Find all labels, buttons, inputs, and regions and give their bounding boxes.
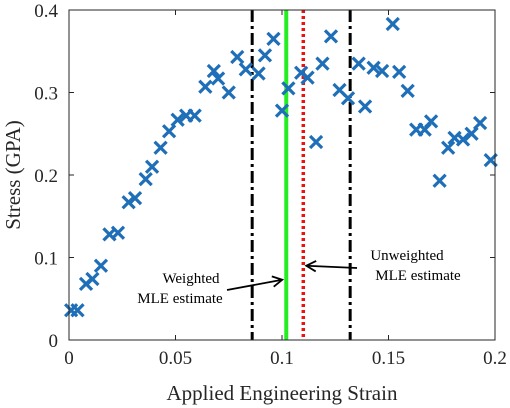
unweighted-annotation-line-2: MLE estimate	[375, 268, 461, 284]
data-point-10	[138, 171, 153, 187]
data-point-34	[340, 91, 356, 106]
unweighted-arrow-head	[304, 260, 317, 273]
data-point-24	[257, 48, 273, 63]
data-point-4	[85, 271, 100, 287]
data-point-22	[238, 62, 253, 77]
x-tick-label: 0.05	[159, 348, 192, 369]
data-point-19	[210, 71, 226, 86]
data-point-36	[357, 99, 373, 114]
weighted-arrow-head	[271, 275, 285, 288]
y-axis-label: Stress (GPA)	[1, 120, 25, 230]
data-point-26	[274, 103, 290, 118]
data-point-39	[385, 16, 400, 32]
data-point-12	[153, 140, 168, 155]
data-point-41	[400, 83, 415, 98]
data-point-5	[93, 258, 109, 273]
data-point-27	[281, 81, 296, 96]
data-point-20	[221, 85, 236, 100]
data-point-21	[230, 49, 245, 65]
weighted-arrow	[226, 278, 283, 291]
unweighted-arrow	[306, 264, 358, 269]
data-point-29	[300, 70, 315, 85]
data-point-18	[206, 63, 221, 79]
data-point-30	[308, 134, 324, 150]
x-tick-label: 0.1	[270, 348, 294, 369]
data-point-44	[423, 114, 439, 129]
y-tick-label: 0.1	[34, 249, 58, 270]
data-point-48	[455, 132, 471, 147]
data-point-46	[441, 140, 456, 155]
data-point-23	[251, 66, 266, 81]
data-point-31	[315, 56, 330, 71]
data-point-37	[366, 60, 381, 75]
x-tick-label: 0.2	[483, 348, 507, 369]
x-tick-label: 0.15	[372, 348, 405, 369]
data-point-38	[374, 63, 390, 79]
y-tick-label: 0	[49, 331, 59, 352]
data-point-11	[144, 159, 160, 174]
data-point-13	[161, 124, 177, 139]
x-tick-label: 0	[64, 348, 74, 369]
unweighted-annotation-line-1: Unweighted	[370, 248, 444, 264]
data-point-32	[323, 29, 339, 44]
y-tick-label: 0.2	[34, 166, 58, 187]
data-point-8	[121, 195, 136, 210]
data-point-25	[266, 31, 281, 47]
data-point-35	[351, 56, 366, 71]
data-point-2	[70, 303, 85, 318]
weighted-annotation-line-2: MLE estimate	[137, 291, 223, 307]
data-point-50	[472, 115, 488, 131]
y-tick-label: 0.4	[34, 1, 58, 22]
x-axis-label: Applied Engineering Strain	[167, 381, 398, 405]
data-point-40	[392, 64, 407, 80]
weighted-annotation-line-1: Weighted	[162, 271, 220, 287]
data-point-45	[432, 173, 447, 188]
data-point-16	[187, 108, 202, 123]
data-point-17	[198, 79, 213, 94]
y-tick-label: 0.3	[34, 84, 58, 105]
data-point-9	[127, 190, 143, 206]
data-point-7	[110, 225, 126, 240]
data-point-14	[170, 112, 185, 127]
